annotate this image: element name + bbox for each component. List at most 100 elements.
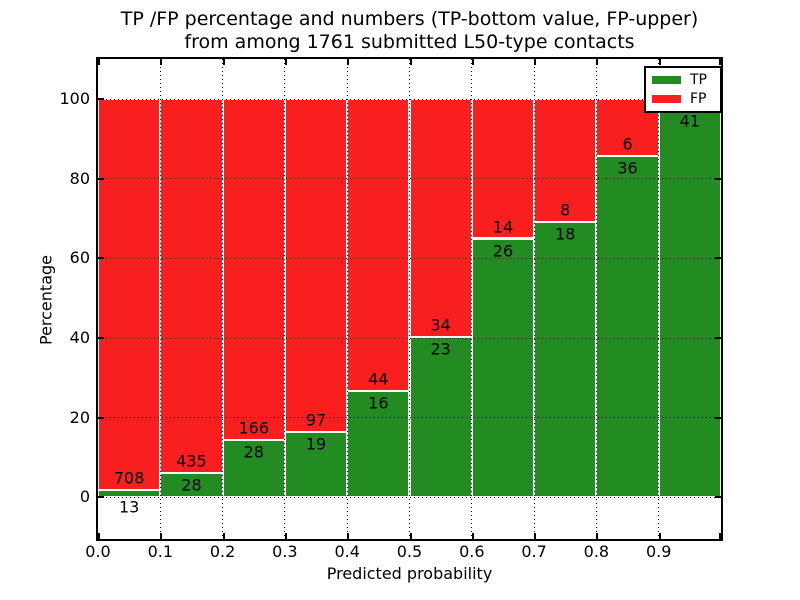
x-tick-mark-bottom [658, 533, 661, 539]
gridline-x-0.1 [159, 59, 161, 539]
x-tick-mark-bottom [98, 533, 100, 539]
gridline-x-0.4 [346, 59, 348, 539]
x-tick-mark-bottom [719, 533, 721, 539]
bar-fp-0 [98, 99, 161, 491]
legend-label-tp: TP [690, 72, 707, 88]
bar-fp-4 [347, 99, 410, 392]
tp-count-label-8: 36 [617, 158, 638, 178]
fp-count-label-6: 14 [492, 217, 514, 236]
gridline-x-0.7 [533, 59, 535, 539]
x-tick-mark-top [347, 59, 350, 65]
y-tick-mark-right [715, 257, 721, 260]
y-tick-label-80: 80 [69, 168, 90, 188]
bar-fp-7 [534, 99, 597, 222]
x-tick-mark-bottom [534, 533, 537, 539]
x-tick-mark-top [284, 59, 287, 65]
gridline-y-60 [98, 257, 721, 259]
gridline-y-0 [98, 496, 721, 498]
y-tick-label-20: 20 [69, 407, 90, 427]
tp-count-label-9: 41 [679, 111, 701, 131]
legend-label-fp: FP [690, 91, 707, 107]
y-tick-mark-left [98, 496, 104, 499]
x-tick-label-0.8: 0.8 [583, 542, 610, 561]
gridline-x-0.6 [471, 59, 473, 539]
x-tick-mark-bottom [160, 533, 163, 539]
bar-fp-1 [160, 99, 223, 474]
tp-count-label-4: 16 [368, 393, 389, 413]
x-tick-mark-top [658, 59, 661, 65]
legend: TP FP [644, 66, 722, 113]
gridline-x-0.3 [284, 59, 286, 539]
x-tick-label-0.9: 0.9 [645, 542, 672, 561]
bar-tp-4 [347, 391, 410, 498]
chart-title-line1: TP /FP percentage and numbers (TP-bottom… [120, 8, 699, 30]
bar-tp-3 [284, 432, 348, 498]
x-tick-mark-bottom [222, 533, 225, 539]
fp-count-label-3: 97 [305, 410, 327, 430]
x-tick-mark-bottom [596, 533, 599, 539]
bar-tp-0 [98, 490, 161, 498]
y-tick-mark-right [715, 416, 721, 419]
bar-tp-7 [534, 221, 597, 498]
fp-count-label-5: 34 [430, 315, 451, 335]
y-tick-mark-left [98, 337, 104, 339]
x-tick-label-0.1: 0.1 [147, 542, 174, 561]
gridline-y-40 [98, 337, 721, 339]
x-tick-label-0.7: 0.7 [521, 542, 547, 561]
tp-count-label-2: 28 [243, 442, 264, 462]
gridline-x-0.5 [409, 59, 410, 539]
x-tick-label-0.3: 0.3 [272, 542, 298, 561]
tp-count-label-5: 23 [430, 339, 451, 359]
y-tick-mark-left [98, 177, 104, 180]
y-tick-mark-right [715, 337, 721, 339]
x-tick-mark-top [596, 59, 599, 65]
x-tick-mark-top [409, 59, 412, 65]
fp-count-label-8: 6 [622, 134, 633, 154]
bar-fp-5 [409, 99, 472, 337]
chart-title-line2: from among 1761 submitted L50-type conta… [184, 31, 635, 53]
x-tick-mark-top [98, 59, 100, 65]
bar-fp-2 [222, 99, 285, 440]
x-tick-mark-bottom [471, 533, 474, 539]
tp-count-label-1: 28 [181, 475, 202, 495]
x-tick-mark-bottom [284, 533, 287, 539]
fp-count-label-0: 708 [113, 468, 145, 488]
bar-tp-2 [222, 439, 285, 498]
y-tick-mark-right [715, 177, 721, 180]
bar-fp-3 [284, 99, 348, 432]
gridline-y-80 [98, 178, 721, 180]
y-tick-mark-left [98, 98, 104, 101]
fp-count-label-7: 8 [560, 200, 571, 220]
x-tick-mark-top [471, 59, 474, 65]
x-tick-mark-top [160, 59, 163, 65]
legend-swatch-tp [652, 76, 681, 84]
y-tick-mark-left [98, 257, 104, 260]
plot-area: 708 13 435 28 166 28 97 19 44 16 34 23 14 26 8 18 6 36 41 … [96, 57, 723, 541]
y-tick-mark-left [98, 416, 104, 419]
y-tick-label-100: 100 [59, 89, 90, 109]
x-tick-label-0.5: 0.5 [396, 542, 423, 561]
bar-tp-5 [409, 336, 472, 498]
legend-row-tp: TP [652, 73, 720, 87]
gridline-y-20 [98, 417, 721, 419]
bar-tp-6 [471, 238, 535, 498]
gridline-x-0.2 [222, 59, 224, 539]
x-tick-mark-top [222, 59, 225, 65]
bar-fp-6 [471, 99, 535, 239]
x-tick-mark-bottom [409, 533, 412, 539]
legend-swatch-fp [652, 95, 681, 103]
x-tick-label-0.0: 0.0 [85, 542, 111, 561]
y-tick-label-40: 40 [69, 328, 90, 347]
tp-count-label-7: 18 [555, 224, 576, 244]
fp-count-label-2: 166 [238, 418, 270, 438]
gridline-x-0.9 [658, 59, 660, 539]
y-tick-label-60: 60 [69, 248, 90, 268]
y-tick-label-0: 0 [79, 487, 90, 507]
x-axis-label: Predicted probability [326, 564, 493, 583]
x-tick-label-0.4: 0.4 [334, 542, 360, 561]
bar-tp-9 [658, 108, 721, 498]
chart-title: TP /FP percentage and numbers (TP-bottom… [96, 8, 723, 54]
x-tick-label-0.2: 0.2 [209, 542, 236, 561]
x-tick-mark-top [534, 59, 537, 65]
